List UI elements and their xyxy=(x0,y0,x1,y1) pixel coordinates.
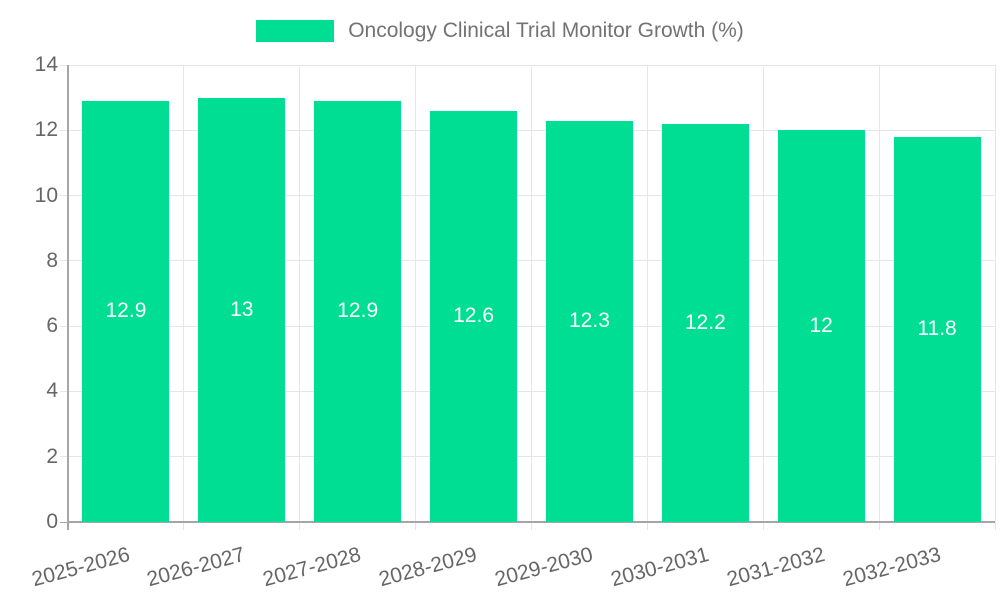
bar-2028-2029: 12.6 xyxy=(430,110,518,522)
bar-value-label: 12 xyxy=(809,314,833,338)
bar-value-label: 12.3 xyxy=(569,309,610,333)
x-tick-label: 2030-2031 xyxy=(608,543,712,592)
y-tick-label: 4 xyxy=(46,379,58,403)
legend-color-swatch xyxy=(256,20,335,42)
bar-2031-2032: 12 xyxy=(777,130,865,522)
y-tick-mark xyxy=(60,390,68,392)
y-tick-label: 12 xyxy=(34,118,58,142)
bar-2032-2033: 11.8 xyxy=(893,136,981,522)
x-tick-label: 2026-2027 xyxy=(144,543,248,592)
bar-value-label: 13 xyxy=(230,297,254,321)
x-tick-label: 2029-2030 xyxy=(492,543,596,592)
bar-value-label: 12.6 xyxy=(453,304,494,328)
x-tick-label: 2028-2029 xyxy=(376,543,480,592)
x-tick-label: 2031-2032 xyxy=(724,543,828,592)
x-tick-mark xyxy=(299,522,301,530)
y-tick-mark xyxy=(60,456,68,458)
x-gridline xyxy=(646,65,648,522)
x-gridline xyxy=(878,65,880,522)
y-tick-mark xyxy=(60,195,68,197)
x-tick-mark xyxy=(878,522,880,530)
chart-legend[interactable]: Oncology Clinical Trial Monitor Growth (… xyxy=(0,18,1000,44)
bar-value-label: 12.2 xyxy=(684,310,726,334)
x-gridline xyxy=(531,65,532,522)
bar-2025-2026: 12.9 xyxy=(82,100,170,522)
bar-2029-2030: 12.3 xyxy=(545,120,633,522)
x-tick-mark xyxy=(762,522,764,530)
x-gridline xyxy=(299,65,301,522)
x-tick-label: 2027-2028 xyxy=(260,543,364,592)
y-tick-label: 8 xyxy=(46,248,58,272)
y-tick-label: 0 xyxy=(46,510,58,533)
x-tick-label: 2025-2026 xyxy=(28,543,132,592)
y-tick-mark xyxy=(60,64,68,66)
y-tick-mark xyxy=(60,521,68,523)
bar-value-label: 12.9 xyxy=(105,299,147,323)
x-tick-label: 2032-2033 xyxy=(840,543,944,592)
x-axis-line xyxy=(67,521,995,523)
x-tick-mark xyxy=(415,522,417,530)
x-gridline xyxy=(415,65,417,522)
bar-value-label: 12.9 xyxy=(337,299,379,323)
x-gridline xyxy=(762,65,764,522)
x-tick-mark xyxy=(646,522,648,530)
y-tick-label: 14 xyxy=(34,53,58,76)
y-tick-label: 6 xyxy=(46,314,58,338)
x-gridline xyxy=(994,65,996,522)
bar-2026-2027: 13 xyxy=(198,97,286,522)
y-tick-mark xyxy=(60,325,68,327)
bar-2027-2028: 12.9 xyxy=(314,100,402,522)
legend-series-label: Oncology Clinical Trial Monitor Growth (… xyxy=(348,19,744,42)
bar-value-label: 11.8 xyxy=(917,317,957,341)
y-tick-mark xyxy=(60,129,68,131)
x-tick-mark xyxy=(994,522,996,530)
x-gridline xyxy=(183,65,185,522)
y-tick-label: 10 xyxy=(34,183,58,207)
bar-2030-2031: 12.2 xyxy=(661,123,749,522)
x-tick-mark xyxy=(183,522,185,530)
y-tick-label: 2 xyxy=(46,444,58,468)
y-axis-line xyxy=(67,65,69,530)
y-tick-mark xyxy=(60,260,68,262)
plot-area: 12.9 13 12.9 12.6 12.3 12.2 12 11.8 xyxy=(60,64,996,530)
x-tick-mark xyxy=(531,522,532,530)
